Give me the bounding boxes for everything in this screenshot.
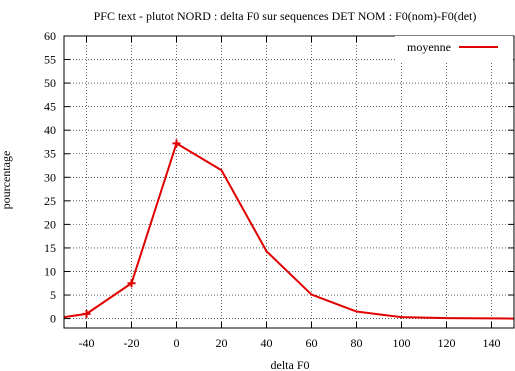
x-tick-label: -20 xyxy=(124,336,140,350)
legend: moyenne xyxy=(395,36,513,62)
x-axis-label: delta F0 xyxy=(271,358,310,371)
x-tick-label: 140 xyxy=(483,336,501,350)
x-tick-label: 60 xyxy=(306,336,318,350)
x-tick-label: -40 xyxy=(79,336,95,350)
y-tick-label: 45 xyxy=(44,100,56,114)
data-point xyxy=(82,309,91,318)
legend-label: moyenne xyxy=(407,40,451,54)
y-axis-label: pourcentage xyxy=(0,151,13,210)
y-tick-label: 40 xyxy=(44,123,56,137)
x-tick-label: 20 xyxy=(216,336,228,350)
y-tick-label: 55 xyxy=(44,53,56,67)
plot-frame xyxy=(63,35,515,329)
x-tick-label: 120 xyxy=(438,336,456,350)
data-point xyxy=(172,139,181,148)
series-layer xyxy=(63,139,515,320)
tick-labels: 0 5 10 15 20 25 30 35 40 45 50 55 60 -40 -20 0 20 40 60 80 1… xyxy=(44,29,501,350)
legend-background xyxy=(395,36,513,62)
chart-title: PFC text - plutot NORD : delta F0 sur se… xyxy=(94,9,477,23)
y-tick-label: 10 xyxy=(44,264,56,278)
series-line xyxy=(63,142,515,320)
y-tick-label: 5 xyxy=(50,288,56,302)
x-tick-label: 40 xyxy=(261,336,273,350)
data-point xyxy=(127,279,136,288)
x-tick-label: 80 xyxy=(351,336,363,350)
x-tick-label: 100 xyxy=(393,336,411,350)
y-tick-label: 15 xyxy=(44,241,56,255)
y-tick-label: 35 xyxy=(44,147,56,161)
y-tick-label: 25 xyxy=(44,194,56,208)
x-tick-label: 0 xyxy=(174,336,180,350)
y-tick-label: 60 xyxy=(44,29,56,43)
y-tick-label: 0 xyxy=(50,312,56,326)
y-tick-label: 30 xyxy=(44,170,56,184)
y-tick-label: 20 xyxy=(44,217,56,231)
y-tick-label: 50 xyxy=(44,76,56,90)
